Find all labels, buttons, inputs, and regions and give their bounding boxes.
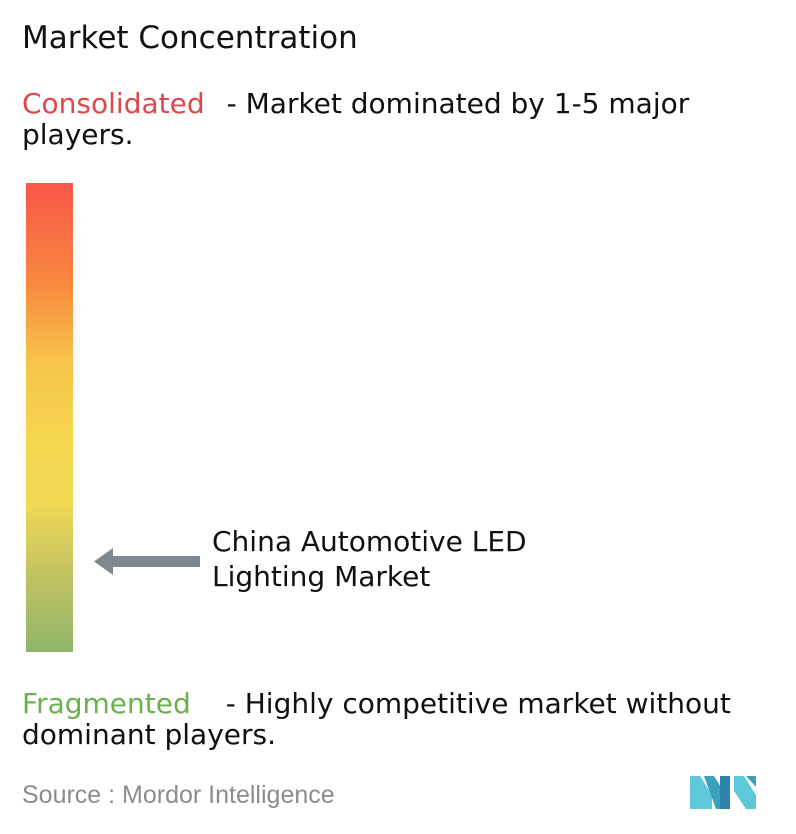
- fragmented-description: Fragmented - Highly competitive market wi…: [22, 688, 782, 750]
- market-position-arrow: [94, 548, 200, 575]
- source-credit: Source : Mordor Intelligence: [22, 781, 335, 809]
- mordor-intelligence-logo: [690, 776, 756, 809]
- market-position-label: China Automotive LED Lighting Market: [212, 525, 527, 594]
- chart-title: Market Concentration: [22, 20, 358, 56]
- consolidated-text: - Market dominated by 1-5 major players.: [22, 87, 690, 151]
- fragmented-text: - Highly competitive market without domi…: [22, 687, 731, 751]
- consolidated-description: Consolidated - Market dominated by 1-5 ma…: [22, 88, 782, 150]
- fragmented-label: Fragmented: [22, 687, 191, 720]
- consolidated-label: Consolidated: [22, 87, 205, 120]
- concentration-gradient-bar: [26, 183, 73, 652]
